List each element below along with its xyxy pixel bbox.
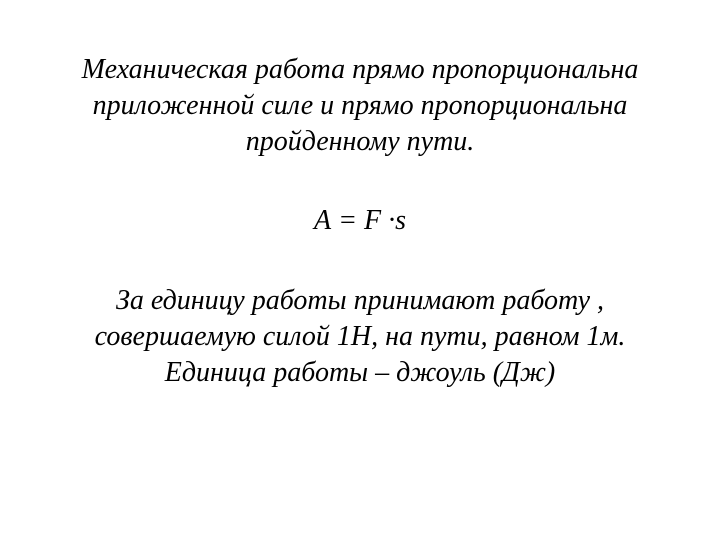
definition-line-2: приложенной силе и прямо пропорциональна xyxy=(93,90,628,121)
slide: Механическая работа прямо пропорциональн… xyxy=(0,0,720,540)
unit-line-3: Единица работы – джоуль (Дж) xyxy=(165,357,555,388)
work-formula: А = F ·s xyxy=(36,203,684,239)
definition-line-1: Механическая работа прямо пропорциональн… xyxy=(82,54,639,85)
unit-line-2: совершаемую силой 1Н, на пути, равном 1м… xyxy=(95,321,626,352)
unit-line-1: За единицу работы принимают работу , xyxy=(116,285,604,316)
definition-line-3: пройденному пути. xyxy=(246,126,475,157)
definition-paragraph: Механическая работа прямо пропорциональн… xyxy=(36,52,684,159)
unit-paragraph: За единицу работы принимают работу , сов… xyxy=(36,283,684,390)
